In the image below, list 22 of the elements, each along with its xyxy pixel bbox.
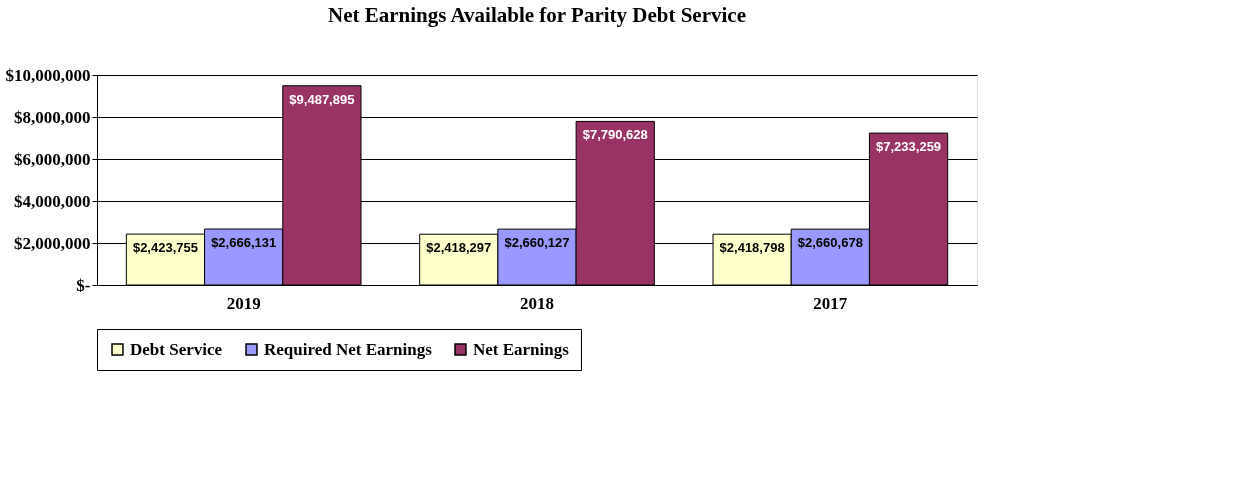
- data-label: $2,423,755: [132, 240, 198, 256]
- legend-label: Debt Service: [130, 339, 223, 359]
- y-tick-label: $4,000,000: [14, 191, 91, 211]
- y-tick-label: $-: [76, 275, 91, 295]
- legend-label: Net Earnings: [473, 339, 570, 359]
- y-tick-label: $8,000,000: [14, 107, 91, 127]
- legend-label: Required Net Earnings: [264, 339, 433, 359]
- data-label: $2,660,678: [797, 235, 863, 251]
- x-tick-label: 2019: [226, 293, 261, 313]
- y-tick-label: $6,000,000: [14, 149, 91, 169]
- data-label: $9,487,895: [289, 91, 355, 107]
- y-tick-label: $2,000,000: [14, 233, 91, 253]
- chart-title: Net Earnings Available for Parity Debt Service: [328, 3, 746, 27]
- data-label: $2,660,127: [504, 235, 570, 251]
- x-tick-label: 2018: [520, 293, 554, 313]
- data-label: $2,418,798: [719, 240, 785, 256]
- data-label: $2,666,131: [211, 235, 277, 251]
- data-label: $7,790,628: [582, 127, 648, 143]
- y-tick-label: $10,000,000: [5, 65, 91, 85]
- data-label: $2,418,297: [426, 240, 492, 256]
- data-label: $7,233,259: [876, 139, 942, 155]
- x-tick-label: 2017: [813, 293, 848, 313]
